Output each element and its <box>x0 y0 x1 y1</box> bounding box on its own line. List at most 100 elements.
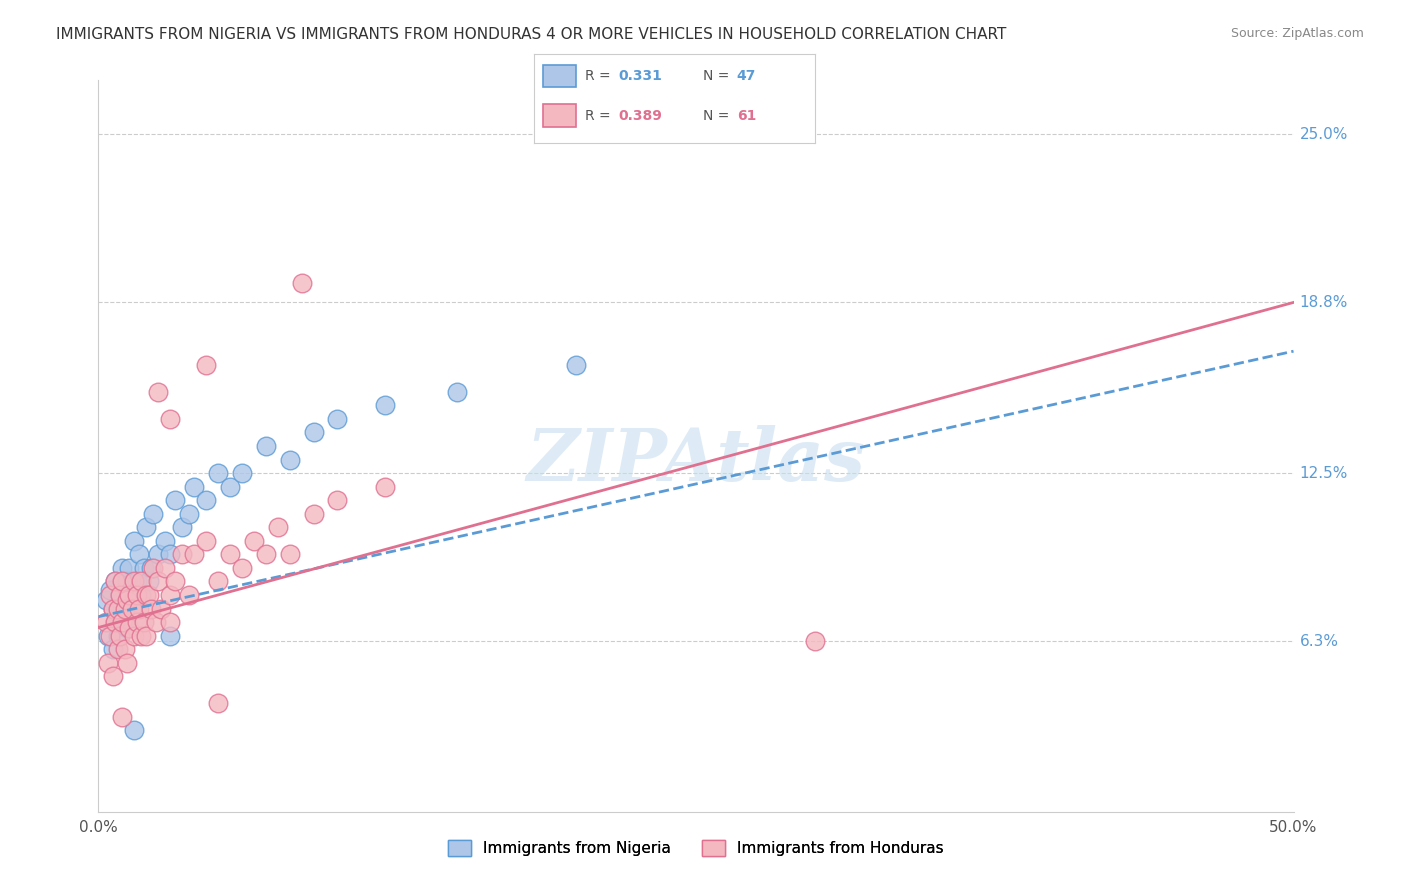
Point <box>179 588 201 602</box>
Point <box>107 601 129 615</box>
Point <box>135 520 157 534</box>
Point <box>207 697 229 711</box>
Point <box>98 588 122 602</box>
Bar <box>543 104 576 127</box>
Point <box>128 601 150 615</box>
Point <box>121 601 143 615</box>
Point <box>231 466 253 480</box>
Point <box>291 277 314 291</box>
Point <box>124 723 146 738</box>
Point <box>104 574 127 589</box>
Point <box>104 574 127 589</box>
Point <box>195 533 218 548</box>
Point <box>124 629 146 643</box>
Point <box>139 601 162 615</box>
Text: ZIPAtlas: ZIPAtlas <box>527 425 865 496</box>
Point <box>326 412 349 426</box>
Point <box>302 425 325 440</box>
Point <box>138 574 160 589</box>
Point <box>326 493 349 508</box>
Point <box>183 480 205 494</box>
Point <box>111 601 134 615</box>
Point <box>159 615 181 629</box>
Point <box>107 629 129 643</box>
Point <box>159 547 181 561</box>
Point <box>195 493 218 508</box>
Point <box>101 669 124 683</box>
Point <box>98 629 122 643</box>
Point <box>124 588 146 602</box>
Point <box>148 574 170 589</box>
Point <box>804 634 827 648</box>
Point <box>231 561 253 575</box>
Point <box>148 384 170 399</box>
Point <box>172 520 194 534</box>
Point <box>243 533 266 548</box>
Point <box>97 656 120 670</box>
Point <box>125 574 148 589</box>
Point <box>115 656 138 670</box>
Point <box>121 601 143 615</box>
Point <box>118 620 141 634</box>
Point <box>219 480 242 494</box>
Point <box>101 601 124 615</box>
Point <box>195 358 218 372</box>
Point <box>138 588 160 602</box>
Point <box>183 547 205 561</box>
Text: 47: 47 <box>737 69 756 83</box>
Text: 61: 61 <box>737 109 756 123</box>
Point <box>94 593 117 607</box>
Point <box>107 642 129 657</box>
Point <box>101 642 124 657</box>
Point <box>97 629 120 643</box>
Point <box>118 561 141 575</box>
Point <box>565 358 588 372</box>
Point <box>115 593 138 607</box>
Point <box>111 574 134 589</box>
Point <box>207 574 229 589</box>
Point <box>278 547 301 561</box>
Point <box>131 574 153 589</box>
Point <box>132 615 155 629</box>
Point <box>142 507 165 521</box>
Text: 0.389: 0.389 <box>619 109 662 123</box>
Point <box>163 493 186 508</box>
Point <box>132 561 155 575</box>
Point <box>145 615 167 629</box>
Text: 0.331: 0.331 <box>619 69 662 83</box>
Text: Source: ZipAtlas.com: Source: ZipAtlas.com <box>1230 27 1364 40</box>
Point <box>155 533 177 548</box>
Point <box>111 561 134 575</box>
Point <box>254 547 277 561</box>
Point <box>278 452 301 467</box>
Point <box>128 547 150 561</box>
Point <box>94 615 117 629</box>
Text: N =: N = <box>703 69 734 83</box>
Point <box>219 547 242 561</box>
Text: 12.5%: 12.5% <box>1299 466 1348 481</box>
Point <box>115 574 138 589</box>
Point <box>135 629 157 643</box>
Point <box>108 629 131 643</box>
Point <box>108 588 131 602</box>
Point <box>114 601 136 615</box>
Point <box>114 615 136 629</box>
Point <box>108 588 131 602</box>
Point <box>179 507 201 521</box>
Point <box>207 466 229 480</box>
Point <box>159 588 181 602</box>
Point <box>131 588 153 602</box>
Text: 18.8%: 18.8% <box>1299 295 1348 310</box>
Point <box>155 561 177 575</box>
Point <box>142 561 165 575</box>
Point <box>115 620 138 634</box>
Bar <box>543 65 576 87</box>
Text: 6.3%: 6.3% <box>1299 633 1339 648</box>
Point <box>374 480 396 494</box>
Point <box>131 629 153 643</box>
Point <box>159 412 181 426</box>
Point <box>267 520 290 534</box>
Point <box>124 533 146 548</box>
Point <box>254 439 277 453</box>
Point <box>118 588 141 602</box>
